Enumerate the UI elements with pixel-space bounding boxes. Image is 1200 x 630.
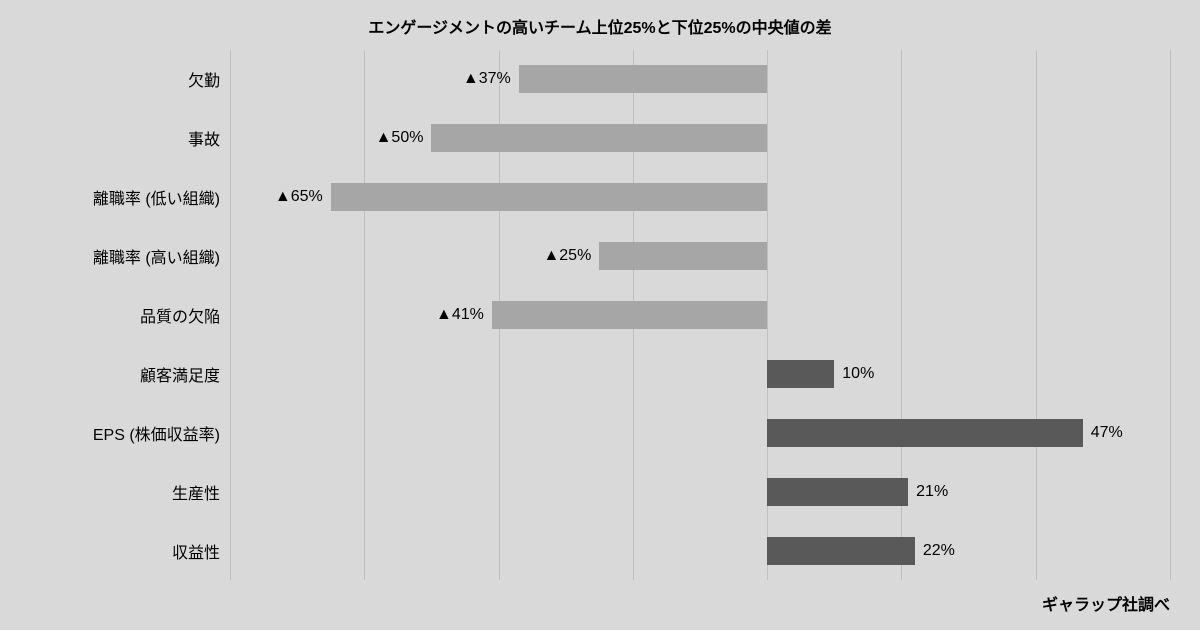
category-label: EPS (株価収益率) [20, 421, 220, 445]
data-label: 10% [842, 365, 874, 383]
category-label: 生産性 [20, 480, 220, 504]
chart-source: ギャラップ社調べ [1042, 591, 1170, 615]
chart-row: 事故▲50% [230, 109, 1170, 168]
category-label: 品質の欠陥 [20, 303, 220, 327]
category-label: 欠勤 [20, 67, 220, 91]
chart-row: 収益性22% [230, 521, 1170, 580]
data-label: 22% [923, 542, 955, 560]
bar [767, 360, 834, 388]
data-label: 47% [1091, 424, 1123, 442]
category-label: 顧客満足度 [20, 362, 220, 386]
data-label: ▲65% [275, 188, 323, 206]
category-label: 事故 [20, 126, 220, 150]
bar [331, 183, 767, 211]
chart-row: 品質の欠陥▲41% [230, 286, 1170, 345]
data-label: 21% [916, 483, 948, 501]
chart-row: EPS (株価収益率)47% [230, 403, 1170, 462]
data-label: ▲50% [376, 129, 424, 147]
chart-row: 顧客満足度10% [230, 344, 1170, 403]
data-label: ▲37% [463, 70, 511, 88]
chart-title: エンゲージメントの高いチーム上位25%と下位25%の中央値の差 [0, 14, 1200, 38]
category-label: 収益性 [20, 539, 220, 563]
bar [767, 419, 1083, 447]
bar [519, 65, 767, 93]
category-label: 離職率 (高い組織) [20, 244, 220, 268]
chart-row: 離職率 (低い組織)▲65% [230, 168, 1170, 227]
bar [599, 242, 767, 270]
bar [767, 537, 915, 565]
data-label: ▲25% [543, 247, 591, 265]
chart-container: エンゲージメントの高いチーム上位25%と下位25%の中央値の差 欠勤▲37%事故… [0, 0, 1200, 630]
bar [431, 124, 767, 152]
bar [492, 301, 767, 329]
gridline [1170, 50, 1171, 580]
chart-row: 生産性21% [230, 462, 1170, 521]
chart-row: 離職率 (高い組織)▲25% [230, 227, 1170, 286]
bar [767, 478, 908, 506]
data-label: ▲41% [436, 306, 484, 324]
plot-area: 欠勤▲37%事故▲50%離職率 (低い組織)▲65%離職率 (高い組織)▲25%… [230, 50, 1170, 580]
chart-row: 欠勤▲37% [230, 50, 1170, 109]
category-label: 離職率 (低い組織) [20, 185, 220, 209]
